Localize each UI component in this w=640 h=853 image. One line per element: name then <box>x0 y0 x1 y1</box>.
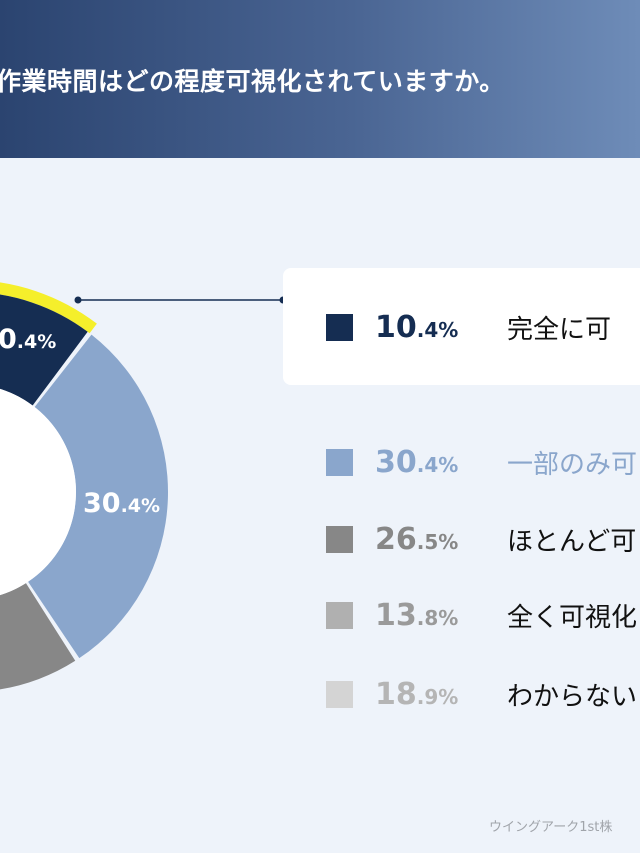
legend-percent: 13.8% <box>375 597 459 633</box>
legend-label: わからない <box>507 681 638 712</box>
legend-percent: 18.9% <box>375 676 459 712</box>
legend-swatch <box>326 313 353 341</box>
credit: ウイングアーク1st株 <box>489 820 613 835</box>
header-banner: 作業時間はどの程度可視化されていますか。 <box>0 0 640 158</box>
donut-slice <box>28 334 168 659</box>
legend-item: 30.4% 一部のみ可 <box>326 442 637 482</box>
legend-label: 一部のみ可 <box>507 449 638 480</box>
legend-swatch <box>326 448 353 476</box>
legend-item: 18.9% わからない <box>326 674 637 714</box>
legend-item: 26.5% ほとんど可 <box>326 519 636 559</box>
legend-item: 10.4% 完全に可 <box>326 307 611 347</box>
legend-percent: 10.4% <box>375 309 459 345</box>
legend-swatch <box>326 601 353 629</box>
legend-label: 完全に可 <box>507 314 612 345</box>
legend-percent: 30.4% <box>375 444 459 480</box>
slice-label-0: 0.4% <box>0 324 57 355</box>
legend-swatch <box>326 680 353 708</box>
page-title: 作業時間はどの程度可視化されていますか。 <box>0 67 505 96</box>
donut-slice <box>0 294 88 406</box>
legend-item: 13.8% 全く可視化 <box>326 595 637 635</box>
legend-percent: 26.5% <box>375 521 459 557</box>
donut-hole <box>0 388 76 596</box>
highlight-arc <box>0 282 97 334</box>
legend-label: ほとんど可 <box>507 526 637 557</box>
legend-label: 全く可視化 <box>507 602 638 633</box>
slice-label-1: 30.4% <box>83 488 161 519</box>
donut-slice <box>0 583 76 690</box>
legend-swatch <box>326 525 353 553</box>
leader-dot <box>74 296 82 304</box>
